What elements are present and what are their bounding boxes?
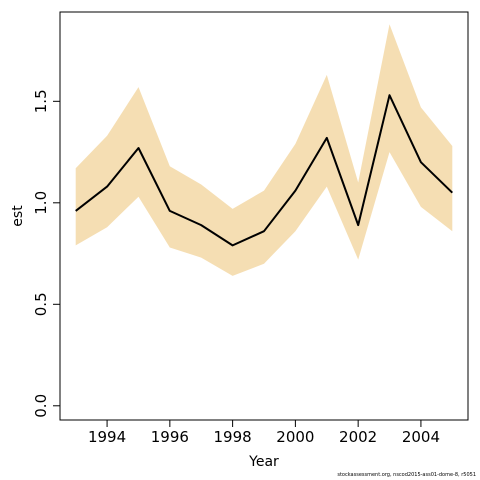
x-tick-label: 2004 — [402, 428, 440, 446]
x-tick-label: 1998 — [214, 428, 252, 446]
y-axis-title: est — [10, 205, 26, 227]
estimate-line-layer — [75, 94, 453, 247]
y-tick-label: 1.0 — [32, 191, 50, 215]
y-tick-label: 1.5 — [32, 89, 50, 113]
x-tick-label: 2000 — [276, 428, 314, 446]
y-tick-label: 0.0 — [32, 394, 50, 418]
y-axis: 0.0 0.5 1.0 1.5 — [32, 89, 61, 418]
estimate-line — [75, 94, 453, 247]
x-tick-label: 1994 — [88, 428, 126, 446]
x-tick-label: 1996 — [151, 428, 189, 446]
confidence-band — [75, 24, 453, 276]
y-tick-label: 0.5 — [32, 292, 50, 316]
x-axis-title: Year — [248, 454, 279, 470]
confidence-band-layer — [75, 24, 453, 276]
x-tick-label: 2002 — [339, 428, 377, 446]
x-axis: 1994 1996 1998 2000 2002 2004 — [88, 419, 440, 446]
footnote: stockassessment.org, nscod2015-ass01-dom… — [337, 472, 476, 478]
